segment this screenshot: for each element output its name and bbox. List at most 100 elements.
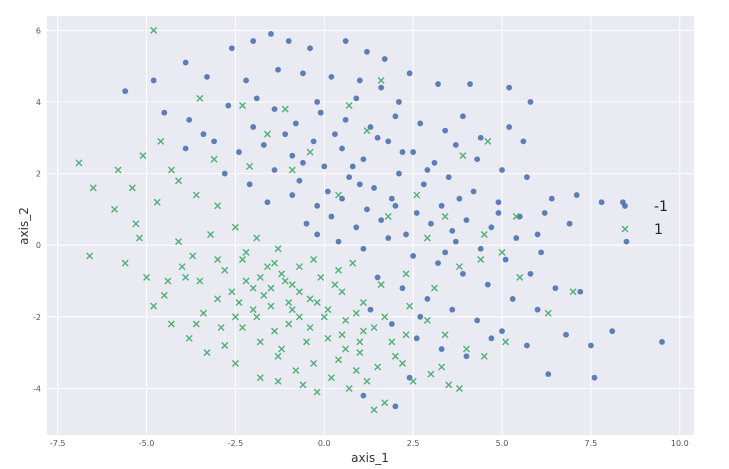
data-point [356,181,363,188]
data-point [139,152,147,160]
data-point [256,273,264,281]
data-point [499,167,505,173]
data-point [281,105,289,113]
data-point [474,156,481,163]
data-point [445,174,452,181]
data-point [331,281,339,289]
data-point [239,256,247,264]
data-point [381,399,389,407]
data-point [199,309,207,317]
data-point [295,288,303,296]
y-tick-label: 4 [36,98,41,107]
data-point [462,345,470,353]
data-point [352,309,360,317]
data-point [221,341,229,349]
data-point [275,66,281,73]
data-point [541,210,548,216]
data-point [320,313,328,321]
x-tick-label: 2.5 [407,439,420,448]
data-point [306,295,314,303]
data-point [274,352,282,360]
data-point [566,220,573,227]
data-point [480,352,488,360]
data-point [339,145,345,152]
data-point [307,45,313,52]
data-point [455,263,463,271]
data-point [300,70,306,77]
data-point [364,206,370,213]
data-point [413,210,420,216]
data-point [388,321,395,327]
data-point [246,162,254,170]
data-point [360,392,367,399]
data-point [423,234,431,242]
data-point [356,77,363,84]
data-point [253,313,261,321]
data-point [310,256,318,264]
legend: -11 [621,199,668,238]
data-point [150,26,158,34]
data-point [452,142,459,148]
data-point [204,73,210,80]
data-point [231,223,239,231]
data-point [477,256,485,264]
data-point [370,406,378,414]
data-point [295,313,303,321]
data-point [410,253,417,259]
data-point [271,259,279,267]
data-point [659,338,665,345]
data-point [303,338,311,346]
data-point [243,77,249,84]
data-point [242,277,250,285]
data-point [285,320,293,328]
data-point [435,260,441,267]
data-point [353,224,360,231]
data-point [239,324,247,332]
data-point [328,213,335,220]
data-point [352,367,360,375]
data-point [449,306,456,313]
data-point [527,99,534,105]
data-point [484,137,492,145]
data-point [306,324,314,332]
data-point [296,177,303,184]
data-point [324,306,332,314]
data-point [459,152,467,160]
data-point [164,277,172,285]
legend-marker [622,203,628,209]
data-point [402,270,410,278]
data-point [381,56,388,62]
data-point [250,38,257,44]
data-point [623,238,630,245]
data-point [484,281,491,288]
data-point [406,302,414,310]
data-point [264,199,271,206]
data-point [370,324,378,332]
data-point [160,291,168,299]
legend-marker [621,225,629,233]
data-point [502,338,510,346]
data-point [495,199,502,206]
x-axis-label: axis_1 [351,451,389,465]
data-point [388,195,395,202]
data-point [282,131,289,138]
data-point [211,138,217,145]
data-point [388,338,396,346]
data-point [544,309,552,317]
data-point [289,192,296,198]
data-point [192,191,200,199]
data-point [391,352,399,360]
data-point [86,252,94,260]
data-point [402,331,410,339]
data-point [430,284,438,292]
data-point [502,256,509,263]
data-point [385,138,392,145]
data-point [231,359,239,367]
data-point [569,288,577,296]
data-point [360,245,367,252]
data-point [314,231,321,238]
data-point [289,152,296,159]
data-point [495,210,502,216]
data-point [150,302,158,310]
